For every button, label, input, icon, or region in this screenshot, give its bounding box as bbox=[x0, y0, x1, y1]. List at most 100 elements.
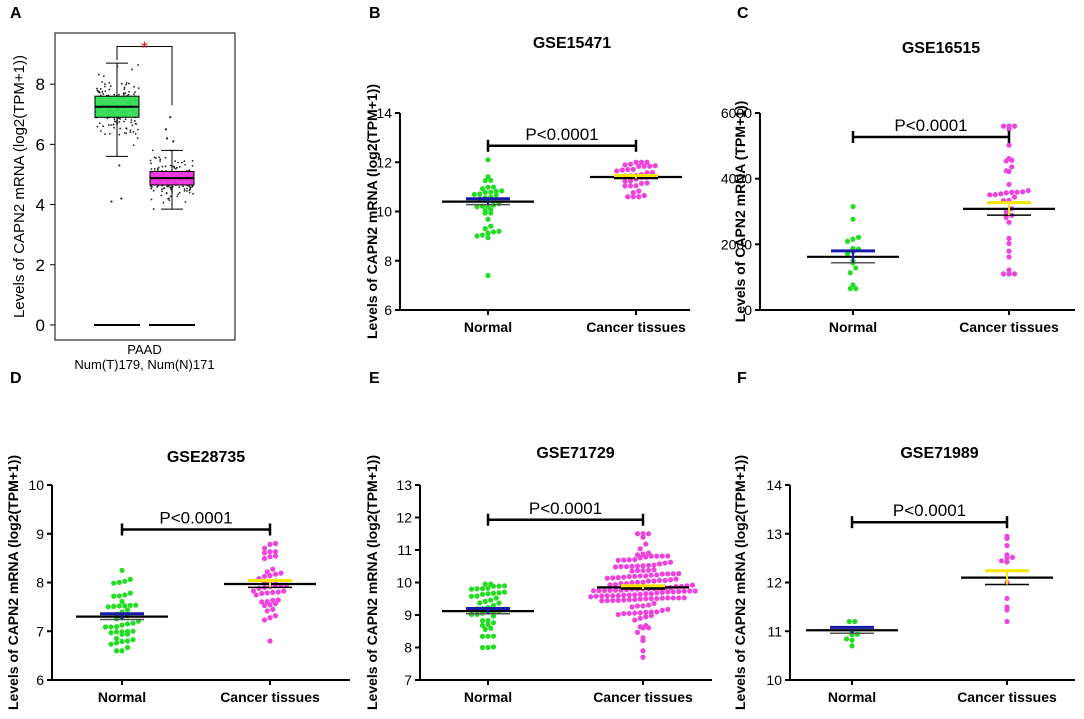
data-point bbox=[150, 168, 153, 170]
data-point bbox=[1025, 187, 1031, 194]
data-point bbox=[496, 590, 502, 596]
data-point bbox=[610, 575, 616, 581]
data-point bbox=[97, 90, 100, 93]
data-point bbox=[485, 184, 491, 190]
data-point bbox=[850, 236, 856, 242]
outlier-point bbox=[110, 200, 113, 203]
data-point bbox=[634, 629, 641, 635]
data-point bbox=[1011, 271, 1018, 277]
data-point bbox=[643, 614, 649, 620]
data-point bbox=[636, 188, 642, 194]
data-point bbox=[167, 185, 170, 188]
data-point bbox=[137, 87, 140, 90]
data-point bbox=[485, 617, 491, 624]
data-point bbox=[103, 85, 106, 88]
data-point bbox=[124, 118, 127, 121]
data-point bbox=[474, 233, 480, 239]
data-point bbox=[267, 573, 273, 579]
data-point bbox=[479, 591, 486, 597]
data-point bbox=[191, 185, 194, 188]
data-point bbox=[468, 593, 475, 599]
x-category-label: Normal bbox=[829, 319, 877, 335]
data-point bbox=[619, 167, 625, 173]
data-point bbox=[615, 557, 621, 563]
data-point bbox=[665, 571, 671, 577]
data-point bbox=[645, 567, 652, 573]
data-point bbox=[479, 633, 486, 639]
data-point bbox=[275, 589, 281, 595]
data-point bbox=[689, 582, 696, 588]
data-point bbox=[191, 159, 194, 162]
data-point bbox=[160, 194, 163, 197]
data-point bbox=[112, 123, 115, 126]
y-axis-title: Levels of CAPN2 mRNA (log2(TPM+1)) bbox=[364, 84, 380, 339]
data-point bbox=[278, 570, 284, 576]
data-point bbox=[108, 81, 111, 84]
data-point bbox=[166, 185, 168, 188]
y-tick-label: 13 bbox=[396, 477, 412, 493]
data-point bbox=[101, 81, 103, 83]
data-point bbox=[133, 85, 135, 88]
data-point bbox=[485, 585, 491, 591]
data-point bbox=[151, 186, 153, 188]
data-point bbox=[267, 549, 273, 555]
data-point bbox=[501, 589, 508, 595]
data-point bbox=[854, 631, 861, 637]
data-point bbox=[659, 589, 665, 595]
x-axis-label: PAAD bbox=[127, 342, 161, 357]
x-category-label: Normal bbox=[828, 689, 876, 705]
data-point bbox=[178, 191, 181, 194]
data-point bbox=[643, 609, 649, 615]
data-point bbox=[692, 588, 698, 594]
data-point bbox=[1006, 219, 1012, 225]
data-point bbox=[490, 229, 497, 235]
data-point bbox=[853, 286, 859, 292]
data-point bbox=[127, 82, 130, 85]
data-point bbox=[184, 163, 187, 166]
data-point bbox=[1009, 157, 1015, 163]
data-point bbox=[485, 621, 491, 628]
data-point bbox=[122, 592, 128, 598]
data-point bbox=[485, 157, 491, 163]
data-point bbox=[1011, 123, 1018, 129]
data-point bbox=[161, 188, 163, 191]
data-point bbox=[637, 573, 643, 579]
data-point bbox=[135, 122, 138, 125]
data-point bbox=[610, 597, 616, 604]
data-point bbox=[125, 132, 128, 135]
data-point bbox=[119, 638, 125, 644]
y-tick-label: 6 bbox=[36, 672, 44, 688]
data-point bbox=[855, 234, 862, 240]
data-point bbox=[665, 595, 671, 601]
data-point bbox=[636, 163, 642, 169]
data-point bbox=[593, 593, 599, 599]
y-tick-label: 2 bbox=[36, 256, 45, 275]
data-point bbox=[621, 574, 627, 580]
panel-title: GSE15471 bbox=[533, 35, 611, 52]
data-point bbox=[643, 541, 649, 547]
data-point bbox=[1006, 267, 1012, 273]
data-point bbox=[161, 165, 164, 168]
data-point bbox=[490, 644, 497, 650]
data-point bbox=[272, 553, 279, 559]
data-point bbox=[488, 210, 494, 216]
data-point bbox=[627, 161, 634, 167]
data-point bbox=[174, 160, 177, 163]
data-point bbox=[267, 638, 273, 644]
data-point bbox=[189, 188, 192, 190]
data-point bbox=[1014, 189, 1020, 195]
data-point bbox=[623, 563, 630, 570]
data-point bbox=[108, 641, 114, 647]
data-point bbox=[630, 189, 636, 196]
data-point bbox=[119, 622, 125, 628]
data-point bbox=[259, 599, 265, 605]
data-point bbox=[474, 204, 480, 210]
data-point bbox=[844, 251, 851, 257]
data-point bbox=[670, 571, 676, 577]
data-point bbox=[134, 91, 136, 94]
y-tick-label: 10 bbox=[376, 204, 392, 220]
data-point bbox=[665, 553, 671, 559]
data-point bbox=[1006, 254, 1012, 260]
data-point bbox=[629, 604, 635, 610]
